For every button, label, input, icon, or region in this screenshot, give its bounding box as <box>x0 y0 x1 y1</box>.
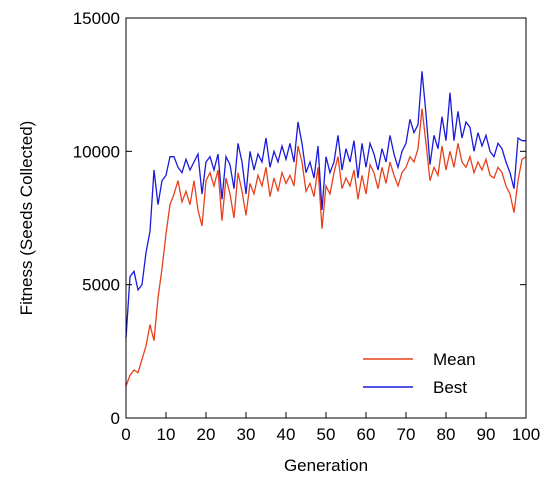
y-tick-label: 15000 <box>73 9 120 28</box>
x-tick-label: 40 <box>277 425 296 444</box>
legend: Mean Best <box>363 350 476 397</box>
y-tick-label: 5000 <box>82 276 120 295</box>
y-axis-title: Fitness (Seeds Collected) <box>17 121 36 316</box>
x-tick-label: 90 <box>477 425 496 444</box>
y-tick-label: 10000 <box>73 142 120 161</box>
legend-label-mean: Mean <box>433 350 476 369</box>
x-tick-label: 80 <box>437 425 456 444</box>
y-tick-label: 0 <box>111 409 120 428</box>
legend-label-best: Best <box>433 378 467 397</box>
series-layer <box>125 71 527 387</box>
x-tick-label: 60 <box>357 425 376 444</box>
x-tick-label: 100 <box>512 425 540 444</box>
series-line-best <box>125 71 526 339</box>
x-tick-label: 50 <box>317 425 336 444</box>
x-tick-label: 10 <box>157 425 176 444</box>
x-tick-label: 30 <box>237 425 256 444</box>
axis-ticks: 0 10 20 30 40 50 60 70 80 90 100 0 5000 10000 15000 <box>73 9 540 444</box>
x-tick-label: 70 <box>397 425 416 444</box>
x-axis-title: Generation <box>284 456 368 475</box>
x-tick-label: 0 <box>121 425 130 444</box>
series-line-mean <box>125 108 527 387</box>
x-tick-label: 20 <box>197 425 216 444</box>
